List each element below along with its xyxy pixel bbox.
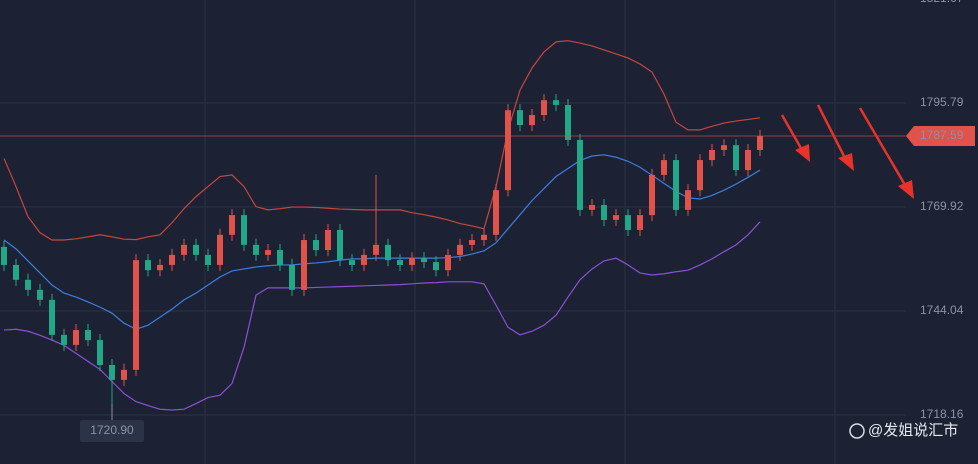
candle-body: [25, 279, 31, 290]
vertical-grid: [204, 0, 836, 464]
candle-body: [649, 174, 655, 216]
low-label: 1720.90: [90, 423, 134, 437]
candle-body: [313, 240, 319, 251]
candle-body: [721, 145, 727, 150]
candle-body: [361, 254, 367, 265]
last-price-label: 1787.59: [920, 128, 964, 142]
candle-body: [13, 264, 19, 280]
y-tick-label: 1821.67: [920, 0, 964, 5]
candle-body: [457, 244, 463, 255]
y-tick-label: 1769.92: [920, 199, 964, 213]
watermark-icon: [849, 423, 865, 439]
candle-body: [157, 264, 163, 271]
candle-body: [325, 229, 331, 251]
candle-body: [253, 244, 259, 255]
candle-body: [241, 215, 247, 245]
candle-body: [337, 229, 343, 261]
candle-body: [553, 100, 559, 105]
candle-body: [469, 240, 475, 245]
arrow-head: [898, 180, 914, 199]
candle-body: [613, 215, 619, 220]
arrow-head: [838, 153, 854, 171]
candle-body: [61, 334, 67, 345]
candle-body: [505, 110, 511, 191]
candle-body: [577, 139, 583, 210]
candle-body: [661, 160, 667, 175]
candle-body: [637, 215, 643, 230]
candle-body: [277, 250, 283, 265]
arrow: [816, 104, 847, 159]
arrow: [858, 107, 907, 186]
candle-body: [133, 260, 139, 370]
candle-body: [73, 330, 79, 345]
candle-body: [421, 258, 427, 263]
candle-body: [757, 135, 763, 150]
candle-body: [541, 100, 547, 116]
low-label-box: [80, 420, 144, 442]
candle-body: [385, 244, 391, 261]
candle-body: [397, 260, 403, 265]
candle-body: [301, 240, 307, 290]
candle-body: [433, 262, 439, 271]
candle-body: [445, 254, 451, 271]
candle-body: [625, 215, 631, 230]
candle-body: [493, 190, 499, 235]
candle-body: [529, 115, 535, 126]
candle-body: [37, 289, 43, 300]
candle-body: [745, 149, 751, 171]
candle-body: [229, 215, 235, 235]
candle-body: [373, 244, 379, 255]
arrows: [780, 104, 914, 199]
candle-body: [601, 205, 607, 220]
candle-body: [709, 149, 715, 161]
candle-body: [97, 340, 103, 366]
candle-body: [265, 250, 271, 255]
last-price-tag: [906, 125, 975, 146]
plot: [0, 40, 910, 416]
candle-body: [697, 160, 703, 191]
arrow-head: [795, 144, 810, 162]
candle-body: [181, 244, 187, 255]
y-tick-label: 1744.04: [920, 303, 964, 317]
arrow: [780, 114, 804, 151]
candle-body: [145, 260, 151, 271]
candle-body: [217, 234, 223, 265]
band-line: [3, 154, 761, 330]
candle-body: [205, 254, 211, 265]
candle-body: [589, 205, 595, 210]
candle-body: [481, 234, 487, 241]
candle-body: [409, 258, 415, 265]
candle-body: [517, 110, 523, 126]
y-tick-label: 1795.79: [920, 95, 964, 109]
candle-body: [193, 244, 199, 255]
y-tick-label: 1718.16: [920, 407, 964, 421]
candle-body: [49, 299, 55, 335]
candle-body: [685, 190, 691, 210]
candle-body: [169, 254, 175, 265]
candle-body: [349, 260, 355, 265]
watermark: @发姐说汇市: [868, 422, 958, 439]
candle-body: [85, 330, 91, 341]
candle-body: [1, 246, 7, 265]
candle-body: [673, 160, 679, 210]
band-line: [3, 40, 761, 241]
candle-body: [733, 145, 739, 171]
candle-body: [565, 104, 571, 140]
candle-body: [289, 264, 295, 290]
candle-body: [109, 365, 115, 380]
candle-body: [121, 369, 127, 380]
band-line: [3, 221, 761, 411]
